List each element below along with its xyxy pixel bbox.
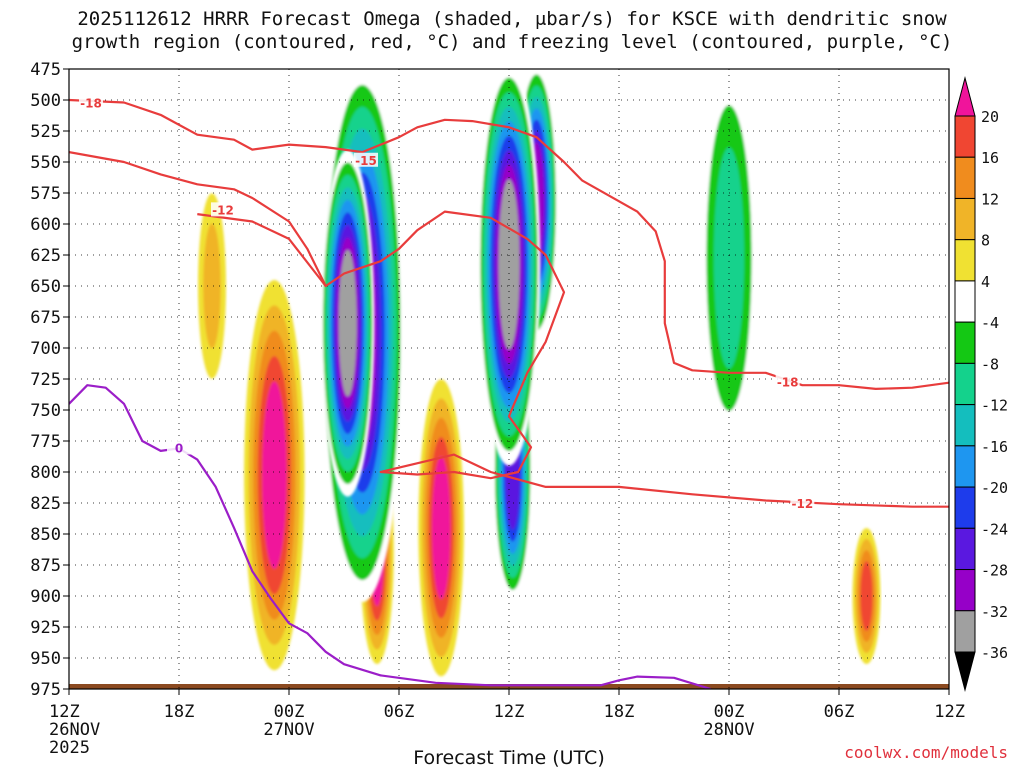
x-tick-date: 26NOV [49,720,100,740]
y-tick-label: 925 [30,618,61,638]
y-tick-label: 900 [30,587,61,607]
y-tick-label: 975 [30,680,61,700]
omega-band [498,179,520,350]
chart-title-line1: 2025112612 HRRR Forecast Omega (shaded, … [77,8,947,30]
x-tick-date: 27NOV [263,720,314,740]
colorbar-swatch [954,445,976,488]
colorbar-label: 4 [981,273,990,291]
isotherm-line-2 [197,213,327,287]
omega-band [713,147,745,369]
x-axis-title: Forecast Time (UTC) [413,747,604,768]
omega-feature-2 [852,528,881,664]
omega-band [203,223,221,349]
colorbar-swatch [954,115,976,158]
colorbar-bottom-cap [954,651,976,692]
y-tick-label: 575 [30,184,61,204]
colorbar-swatch [954,239,976,282]
omega-feature-6 [244,280,305,671]
omega-feature-1 [698,69,760,454]
isotherm-label: -15 [355,154,377,168]
x-tick-label: 18Z [164,702,195,722]
y-tick-label: 475 [30,60,61,80]
colorbar-label: -36 [981,644,1008,662]
colorbar-label: -28 [981,562,1008,580]
y-tick-label: 600 [30,215,61,235]
colorbar-swatch [954,362,976,406]
omega-band [338,249,357,397]
isotherm-label: -12 [791,497,813,511]
y-tick-label: 850 [30,525,61,545]
x-tick-label: 12Z [49,702,80,722]
omega-band [432,456,451,600]
colorbar-swatch [954,527,976,571]
y-tick-label: 775 [30,432,61,452]
isotherm-label: -18 [777,376,799,390]
y-tick-label: 550 [30,153,61,173]
y-tick-label: 800 [30,463,61,483]
x-tick-label: 00Z [714,702,745,722]
colorbar-label: 16 [981,149,999,167]
isotherm-line-5 [69,384,712,689]
y-tick-label: 700 [30,339,61,359]
isotherm-label: -18 [80,97,102,111]
x-tick-date: 28NOV [703,720,754,740]
colorbar-swatch [954,156,976,199]
x-tick-year: 2025 [49,738,90,758]
y-tick-label: 825 [30,494,61,514]
x-tick-label: 06Z [824,702,855,722]
x-tick-label: 06Z [384,702,415,722]
omega-band [262,381,287,569]
y-tick-label: 950 [30,649,61,669]
y-tick-label: 525 [30,122,61,142]
isotherm-line-0 [69,98,949,390]
colorbar-label: -8 [981,355,999,373]
isotherm-label: 0 [175,441,183,455]
x-tick-label: 12Z [494,702,525,722]
y-tick-label: 750 [30,401,61,421]
ground-surface [69,684,949,689]
colorbar-swatch [954,486,976,529]
omega-feature-10 [477,69,541,466]
chart-title-line2: growth region (contoured, red, °C) and f… [71,31,953,53]
colorbar-label: -12 [981,397,1008,415]
colorbar-swatch [954,280,976,323]
y-tick-label: 675 [30,308,61,328]
y-tick-label: 650 [30,277,61,297]
omega-feature-9 [320,149,375,497]
isotherm-label-bg [211,202,235,217]
omega-band [860,561,873,631]
x-tick-label: 18Z [604,702,635,722]
isotherm-label-bg [79,95,103,110]
isotherm-label-bg [354,152,378,167]
colorbar-label: 20 [981,108,999,126]
isotherm-label-bg [790,496,815,511]
isotherm-label-bg [775,374,800,389]
isotherm-label-bg [167,440,191,455]
omega-feature-4 [418,379,464,677]
colorbar-label: -20 [981,479,1008,497]
isotherm-label: -12 [212,203,234,217]
colorbar-label: -4 [981,314,999,332]
y-tick-label: 875 [30,556,61,576]
colorbar-swatch [954,321,976,364]
colorbar-top-cap [954,76,976,117]
y-tick-label: 625 [30,246,61,266]
colorbar-label: -32 [981,603,1008,621]
isotherm-line-1 [69,151,949,508]
colorbar-label: 12 [981,190,999,208]
colorbar-label: -16 [981,438,1008,456]
colorbar-swatch [954,569,976,612]
colorbar-swatch [954,197,976,241]
colorbar-swatch [954,610,976,653]
y-tick-label: 725 [30,370,61,390]
omega-feature-0 [198,193,226,379]
y-tick-label: 500 [30,91,61,111]
colorbar-label: 8 [981,232,990,250]
credit-text: coolwx.com/models [844,743,1008,762]
x-tick-label: 12Z [934,702,965,722]
colorbar-swatch [954,404,976,447]
x-tick-label: 00Z [274,702,305,722]
colorbar-label: -24 [981,520,1008,538]
